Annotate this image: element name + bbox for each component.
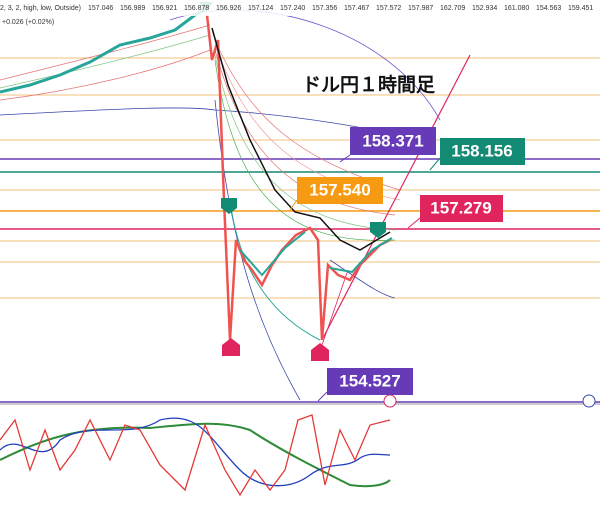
header-value: 154.563 (536, 5, 561, 12)
label-text: 157.279 (430, 198, 491, 217)
envelopes (0, 9, 471, 401)
header-value: 162.709 (440, 5, 465, 12)
label-box (297, 177, 383, 204)
markers (199, 2, 596, 408)
header-bg (0, 0, 600, 16)
leader (317, 391, 328, 402)
leader (339, 154, 351, 163)
label-text: 158.156 (451, 141, 512, 160)
header-value: 156.926 (216, 5, 241, 12)
header-value: 156.921 (152, 5, 177, 12)
header-value: 161.080 (504, 5, 529, 12)
header-value: 157.124 (248, 5, 273, 12)
leader (289, 199, 298, 211)
header-value: 157.987 (408, 5, 433, 12)
header-value: 152.934 (472, 5, 497, 12)
header-values: 157.046 156.989 156.921 156.878 156.926 157.1… (88, 5, 593, 12)
header-value: 157.572 (376, 5, 401, 12)
price (0, 8, 393, 341)
levels (0, 57, 600, 405)
label-text: 158.371 (362, 131, 423, 150)
label-text: 157.540 (309, 180, 370, 199)
legend-prefix: 2, 3, 2, high, low, Outside) (0, 5, 81, 12)
header-value: 159.451 (568, 5, 593, 12)
header-value: 157.356 (312, 5, 337, 12)
header-value: 157.046 (88, 5, 113, 12)
leader (429, 157, 441, 171)
leader (407, 217, 421, 229)
header-value: 156.989 (120, 5, 145, 12)
price-labels: 158.371 158.156 157.540 157.279 154.527 (289, 127, 525, 402)
label-text: 154.527 (339, 371, 400, 390)
label-box (327, 368, 413, 395)
label-box (350, 127, 436, 155)
change: +0.026 (+0.02%) (2, 19, 54, 26)
label-box (440, 138, 525, 165)
header-value: 157.467 (344, 5, 369, 12)
label-box (420, 195, 503, 222)
header-value: 156.878 (184, 5, 209, 12)
oscillator (0, 414, 391, 497)
title: ドル円１時間足 (302, 74, 436, 96)
header-value: 157.240 (280, 5, 305, 12)
